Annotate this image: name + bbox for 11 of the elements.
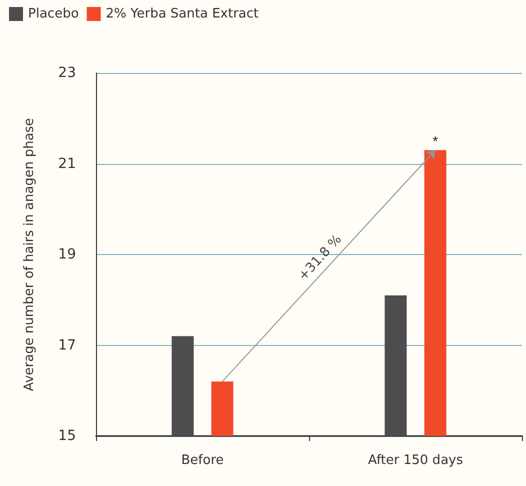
- x-tick-label: Before: [181, 453, 224, 468]
- y-tick-label: 19: [58, 246, 76, 262]
- y-axis-title: Average number of hairs in anagen phase: [22, 118, 37, 392]
- annotation: *: [432, 133, 439, 150]
- legend-label: 2% Yerba Santa Extract: [106, 6, 259, 22]
- y-tick-label: 21: [58, 156, 76, 172]
- y-tick-label: 17: [58, 337, 76, 354]
- legend-label: Placebo: [28, 6, 79, 22]
- y-tick-label: 23: [58, 65, 76, 81]
- y-tick-label: 15: [58, 428, 76, 444]
- x-tick-label: After 150 days: [368, 453, 464, 468]
